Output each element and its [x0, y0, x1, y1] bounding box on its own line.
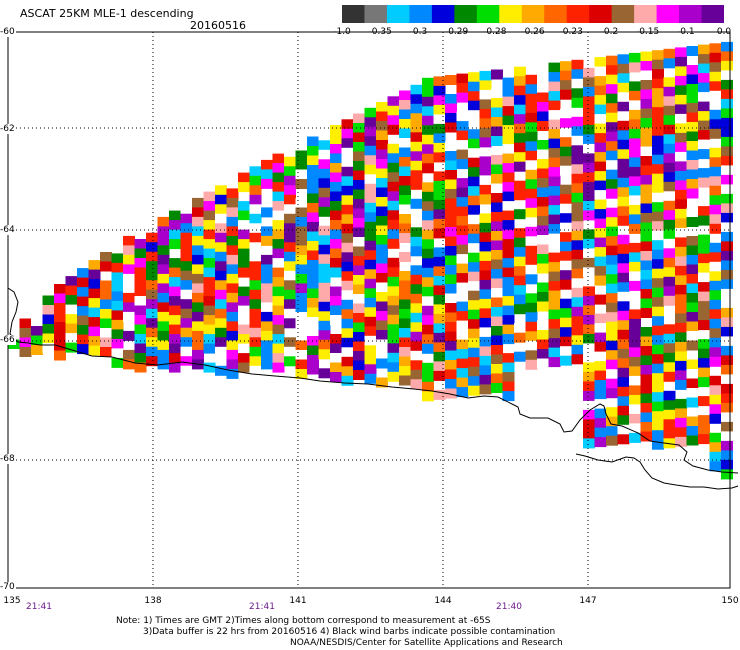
colorbar-label: -0.3: [409, 27, 428, 37]
colorbar-swatch: [431, 5, 455, 23]
data-cells: [8, 41, 733, 480]
colorbar: [342, 5, 724, 23]
lon-label-138: 138: [144, 596, 162, 606]
colorbar-swatch: [454, 5, 478, 23]
colorbar-swatch: [566, 5, 590, 23]
colorbar-swatch: [634, 5, 658, 23]
colorbar-label: -0.2: [600, 27, 619, 37]
note-line-2: 3)Data buffer is 22 hrs from 20160516 4)…: [143, 627, 556, 637]
colorbar-swatch: [409, 5, 433, 23]
lon-label-147: 147: [579, 596, 597, 606]
lat-label-62: -62: [0, 124, 16, 134]
coastline-lower: [575, 453, 739, 490]
colorbar-label: -0.1: [677, 27, 695, 37]
colorbar-label: -1.0: [333, 27, 351, 37]
lat-label-64: -64: [0, 225, 16, 235]
time-label-1: 21:41: [26, 602, 52, 612]
colorbar-label: -0.15: [635, 27, 660, 37]
colorbar-label: -0.26: [521, 27, 545, 37]
time-label-3: 21:40: [496, 602, 522, 612]
lat-label-70: -70: [0, 582, 16, 592]
lat-label-68: -68: [0, 454, 16, 464]
colorbar-swatch: [364, 5, 388, 23]
colorbar-swatch: [701, 5, 724, 23]
map-date: 20160516: [190, 19, 246, 32]
colorbar-label: 0.0: [716, 27, 732, 37]
note-line-1: Note: 1) Times are GMT 2)Times along bot…: [116, 616, 491, 626]
lon-label-144: 144: [434, 596, 452, 606]
colorbar-label: -0.29: [444, 27, 469, 37]
colorbar-swatch: [476, 5, 500, 23]
lat-label-60: -60: [0, 27, 16, 37]
colorbar-swatch: [386, 5, 411, 23]
map-frame: [7, 31, 731, 589]
lon-label-150: 150: [721, 596, 739, 606]
coastline: [7, 287, 739, 474]
colorbar-label: -0.23: [559, 27, 583, 37]
colorbar-swatch: [544, 5, 568, 23]
colorbar-swatch: [589, 5, 613, 23]
lat-label-66: -66: [0, 335, 16, 345]
map-title: ASCAT 25KM MLE-1 descending: [20, 7, 194, 20]
note-line-3: NOAA/NESDIS/Center for Satellite Applica…: [290, 638, 563, 648]
time-label-2: 21:41: [249, 602, 275, 612]
lon-label-135: 135: [3, 596, 21, 606]
colorbar-swatch: [342, 5, 366, 23]
colorbar-swatch: [611, 5, 635, 23]
colorbar-swatch: [679, 5, 703, 23]
lon-label-141: 141: [289, 596, 307, 606]
colorbar-swatch: [656, 5, 680, 23]
colorbar-label: -0.28: [483, 27, 507, 37]
gridlines: [8, 32, 730, 588]
colorbar-swatch: [499, 5, 523, 23]
colorbar-label: -0.35: [368, 27, 392, 37]
colorbar-swatch: [521, 5, 545, 23]
